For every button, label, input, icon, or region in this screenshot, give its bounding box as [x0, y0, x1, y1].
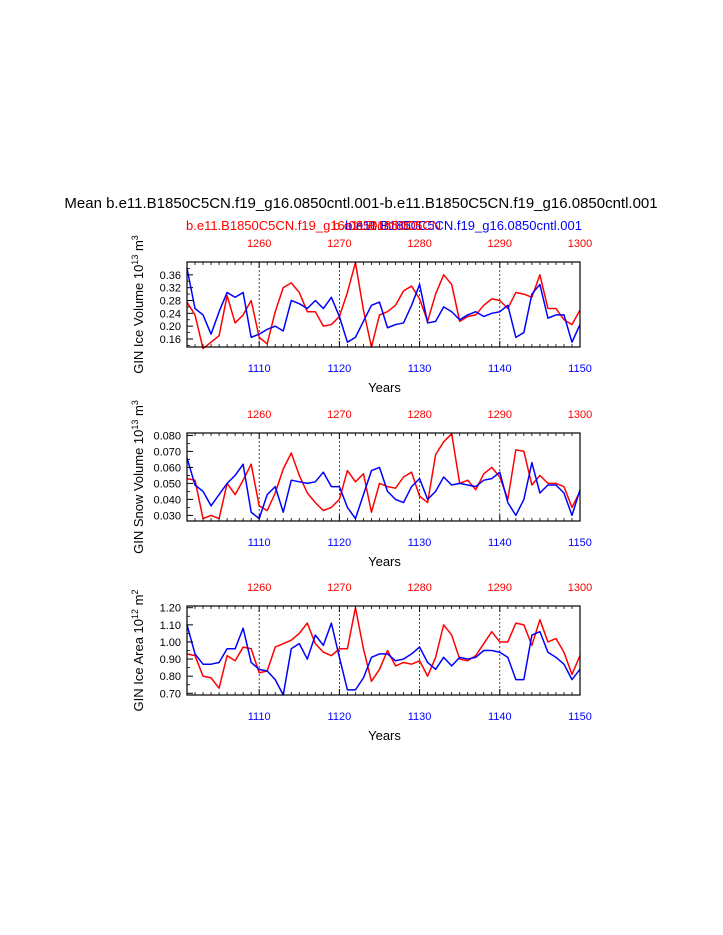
y-tick-label: 0.90 — [160, 654, 181, 666]
x-bottom-tick-label: 1110 — [248, 363, 271, 375]
subtitle-overlap: b.e11.B1850C5CN — [333, 218, 441, 233]
x-bottom-tick-label: 1150 — [568, 537, 592, 549]
x-bottom-tick-label: 1130 — [408, 363, 432, 375]
y-axis-label: GIN Ice Area 1012 m2 — [130, 590, 146, 712]
y-tick-label: 0.70 — [160, 688, 181, 700]
x-top-tick-label: 1290 — [488, 582, 512, 594]
y-axis-label: GIN Snow Volume 1013 m3 — [130, 400, 146, 554]
chart-panel-3: 1110 1120 1130 1140 1150 1260 1270 1280 1290 1300… — [130, 582, 592, 743]
y-tick-label: 0.050 — [153, 478, 181, 490]
x-bottom-tick-label: 1130 — [408, 537, 432, 549]
y-tick-label: 0.040 — [153, 494, 181, 506]
x-top-tick-label: 1300 — [568, 409, 592, 421]
subtitle-right: b.e11.B1850C5CN.f19_g16.0850cntl.001 — [345, 218, 582, 233]
y-tick-label: 0.20 — [160, 321, 181, 333]
x-bottom-tick-label: 1150 — [568, 711, 592, 723]
x-axis-label: Years — [368, 554, 401, 569]
x-top-tick-label: 1300 — [568, 238, 592, 250]
y-tick-label: 1.00 — [160, 637, 181, 649]
y-tick-label: 0.16 — [160, 334, 181, 346]
x-bottom-tick-label: 1140 — [488, 363, 512, 375]
x-bottom-tick-label: 1120 — [328, 537, 352, 549]
x-top-tick-label: 1280 — [407, 582, 431, 594]
y-tick-label: 0.030 — [153, 510, 181, 522]
x-bottom-tick-label: 1150 — [568, 363, 592, 375]
y-tick-label: 0.80 — [160, 671, 181, 683]
red-series-line — [186, 433, 581, 520]
plot-frame — [186, 261, 581, 348]
x-bottom-tick-label: 1140 — [488, 537, 512, 549]
x-top-tick-label: 1270 — [327, 238, 351, 250]
figure-title: Mean b.e11.B1850C5CN.f19_g16.0850cntl.00… — [64, 195, 657, 212]
x-top-tick-label: 1280 — [407, 409, 431, 421]
y-tick-label: 1.20 — [160, 603, 181, 615]
x-axis-label: Years — [368, 728, 401, 743]
chart-panel-1: 1110 1120 1130 1140 1150 1260 1270 1280 1290 1300… — [130, 235, 592, 395]
x-bottom-tick-label: 1120 — [328, 711, 352, 723]
y-tick-label: 0.070 — [153, 446, 181, 458]
x-top-tick-label: 1260 — [247, 409, 271, 421]
plot-frame — [186, 432, 581, 522]
blue-series-line — [186, 457, 581, 520]
subtitle-left: b.e11.B1850C5CN.f19_g16.0850cntl.001 — [186, 218, 423, 233]
y-tick-label: 0.24 — [160, 308, 181, 320]
x-top-tick-label: 1290 — [488, 409, 512, 421]
x-bottom-tick-label: 1140 — [488, 711, 512, 723]
x-axis-label: Years — [368, 380, 401, 395]
x-top-tick-label: 1270 — [327, 409, 351, 421]
y-axis-label: GIN Ice Volume 1013 m3 — [130, 235, 146, 374]
x-top-tick-label: 1280 — [407, 238, 431, 250]
x-bottom-tick-label: 1110 — [248, 537, 271, 549]
chart-panel-2: 1110 1120 1130 1140 1150 1260 1270 1280 1290 1300… — [130, 400, 592, 569]
y-tick-label: 1.10 — [160, 620, 181, 632]
chart-panels: 1110 1120 1130 1140 1150 1260 1270 1280 1290 1300… — [130, 235, 592, 743]
y-tick-label: 0.080 — [153, 430, 181, 442]
red-series-line — [186, 606, 581, 689]
y-tick-label: 0.060 — [153, 462, 181, 474]
x-bottom-tick-label: 1130 — [408, 711, 432, 723]
blue-series-line — [186, 622, 581, 696]
x-top-tick-label: 1290 — [488, 238, 512, 250]
blue-series-line — [186, 268, 581, 343]
x-bottom-tick-label: 1110 — [248, 711, 271, 723]
plot-frame — [186, 605, 581, 696]
x-top-tick-label: 1300 — [568, 582, 592, 594]
x-bottom-tick-label: 1120 — [328, 363, 352, 375]
y-tick-label: 0.36 — [160, 270, 181, 282]
y-tick-label: 0.32 — [160, 283, 181, 295]
x-top-tick-label: 1260 — [247, 582, 271, 594]
x-top-tick-label: 1260 — [247, 238, 271, 250]
y-tick-label: 0.28 — [160, 295, 181, 307]
x-top-tick-label: 1270 — [327, 582, 351, 594]
